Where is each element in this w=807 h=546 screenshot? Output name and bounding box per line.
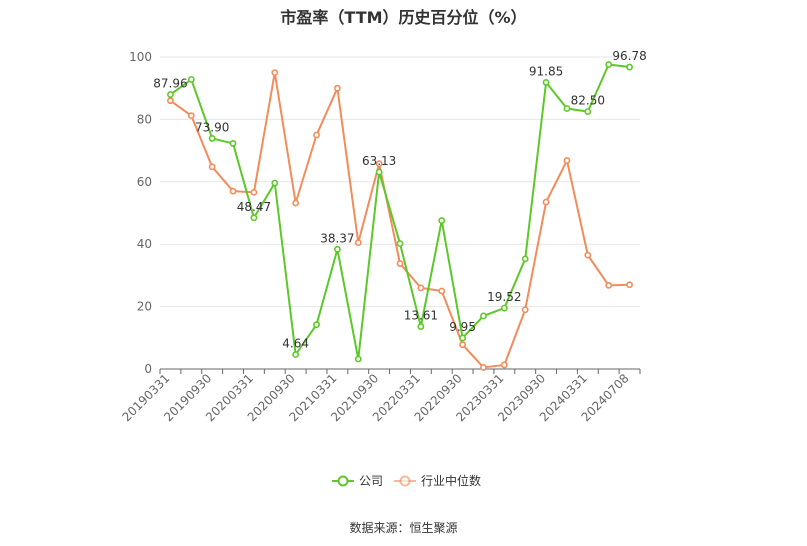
data-labels: 87.96 73.90 48.47 4.64 38.37 63.13 13.61 9.95 19… <box>153 49 646 350</box>
legend-label: 公司 <box>359 474 383 488</box>
y-tick-label: 100 <box>129 50 152 64</box>
data-point <box>292 351 300 358</box>
series-line-1 <box>169 71 630 369</box>
data-point <box>542 79 550 86</box>
data-point <box>584 251 592 259</box>
data-point <box>229 187 237 195</box>
data-point <box>626 281 633 289</box>
y-tick-label: 20 <box>137 300 152 314</box>
data-point <box>480 364 487 371</box>
x-axis: 2019033120190930202003312020093020210331… <box>119 368 641 424</box>
series-lines <box>169 63 630 369</box>
data-point <box>605 61 613 68</box>
legend-label: 行业中位数 <box>421 473 481 488</box>
data-label: 38.37 <box>320 231 354 245</box>
data-label: 63.13 <box>362 154 396 168</box>
data-point <box>563 157 571 164</box>
data-point <box>396 240 404 247</box>
data-label: 13.61 <box>404 309 438 323</box>
data-point <box>521 255 529 263</box>
data-label: 96.78 <box>612 49 646 63</box>
data-point <box>167 97 174 105</box>
data-point <box>375 160 383 168</box>
data-point <box>500 304 508 312</box>
data-point <box>375 168 383 176</box>
data-point <box>333 245 341 253</box>
y-axis: 0 20 40 60 80 100 <box>129 50 152 376</box>
data-point <box>521 306 529 314</box>
data-point <box>542 198 550 206</box>
series-points <box>167 61 633 371</box>
chart-title: 市盈率（TTM）历史百分位（%） <box>280 8 527 27</box>
data-label: 19.52 <box>487 290 521 304</box>
data-label: 87.96 <box>153 77 187 91</box>
legend-marker <box>399 475 411 487</box>
legend: 公司 行业中位数 <box>332 473 481 488</box>
data-point <box>417 323 425 330</box>
data-point <box>167 91 174 98</box>
data-point <box>626 63 633 71</box>
gridlines <box>160 56 640 308</box>
data-point <box>208 135 216 142</box>
data-point <box>354 355 362 363</box>
data-point <box>396 260 404 267</box>
data-point <box>480 312 487 320</box>
data-point <box>563 105 571 112</box>
data-label: 73.90 <box>195 120 229 134</box>
data-label: 48.47 <box>237 200 271 214</box>
y-tick-label: 80 <box>137 112 152 126</box>
data-label: 9.95 <box>449 320 476 334</box>
data-source: 数据来源：恒生聚源 <box>349 521 458 535</box>
data-point <box>313 131 320 139</box>
legend-marker <box>337 475 349 487</box>
y-tick-label: 60 <box>137 175 152 189</box>
data-point <box>438 287 446 295</box>
data-point <box>354 239 362 247</box>
data-point <box>271 69 279 76</box>
data-point <box>229 140 237 147</box>
y-tick-label: 0 <box>144 362 152 376</box>
data-point <box>438 217 446 224</box>
data-label: 4.64 <box>282 337 309 351</box>
data-label: 82.50 <box>571 94 605 108</box>
data-point <box>417 284 425 292</box>
data-point <box>208 163 216 171</box>
data-point <box>292 199 300 207</box>
data-point <box>250 214 258 222</box>
data-point <box>271 179 279 187</box>
data-point <box>605 281 613 289</box>
data-point <box>250 189 258 196</box>
data-point <box>333 84 341 92</box>
data-point <box>500 361 508 369</box>
data-point <box>459 341 467 349</box>
data-label: 91.85 <box>529 64 563 78</box>
data-point <box>187 76 195 83</box>
data-point <box>187 112 195 120</box>
data-point <box>584 108 592 115</box>
data-point <box>313 321 320 329</box>
data-point <box>459 334 467 342</box>
y-tick-label: 40 <box>137 237 152 251</box>
